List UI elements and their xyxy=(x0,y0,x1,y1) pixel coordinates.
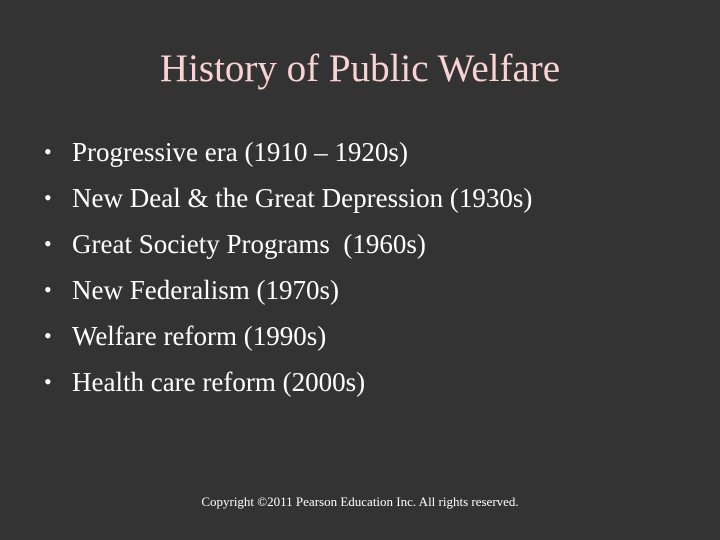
copyright-footer: Copyright ©2011 Pearson Education Inc. A… xyxy=(201,494,519,509)
list-item-text: Health care reform (2000s) xyxy=(72,367,366,397)
list-item-text: Welfare reform (1990s) xyxy=(72,321,327,351)
list-item-text: New Federalism (1970s) xyxy=(72,275,339,305)
list-item-text: Great Society Programs (1960s) xyxy=(72,229,426,259)
list-item-text: New Deal & the Great Depression (1930s) xyxy=(72,183,533,213)
bullet-icon: • xyxy=(44,323,52,348)
bullet-icon: • xyxy=(44,369,52,394)
bullet-icon: • xyxy=(44,231,52,256)
bullet-icon: • xyxy=(44,185,52,210)
list-item-text: Progressive era (1910 – 1920s) xyxy=(72,137,408,167)
bullet-icon: • xyxy=(44,139,52,164)
bullet-icon: • xyxy=(44,277,52,302)
slide-title: History of Public Welfare xyxy=(159,47,561,90)
